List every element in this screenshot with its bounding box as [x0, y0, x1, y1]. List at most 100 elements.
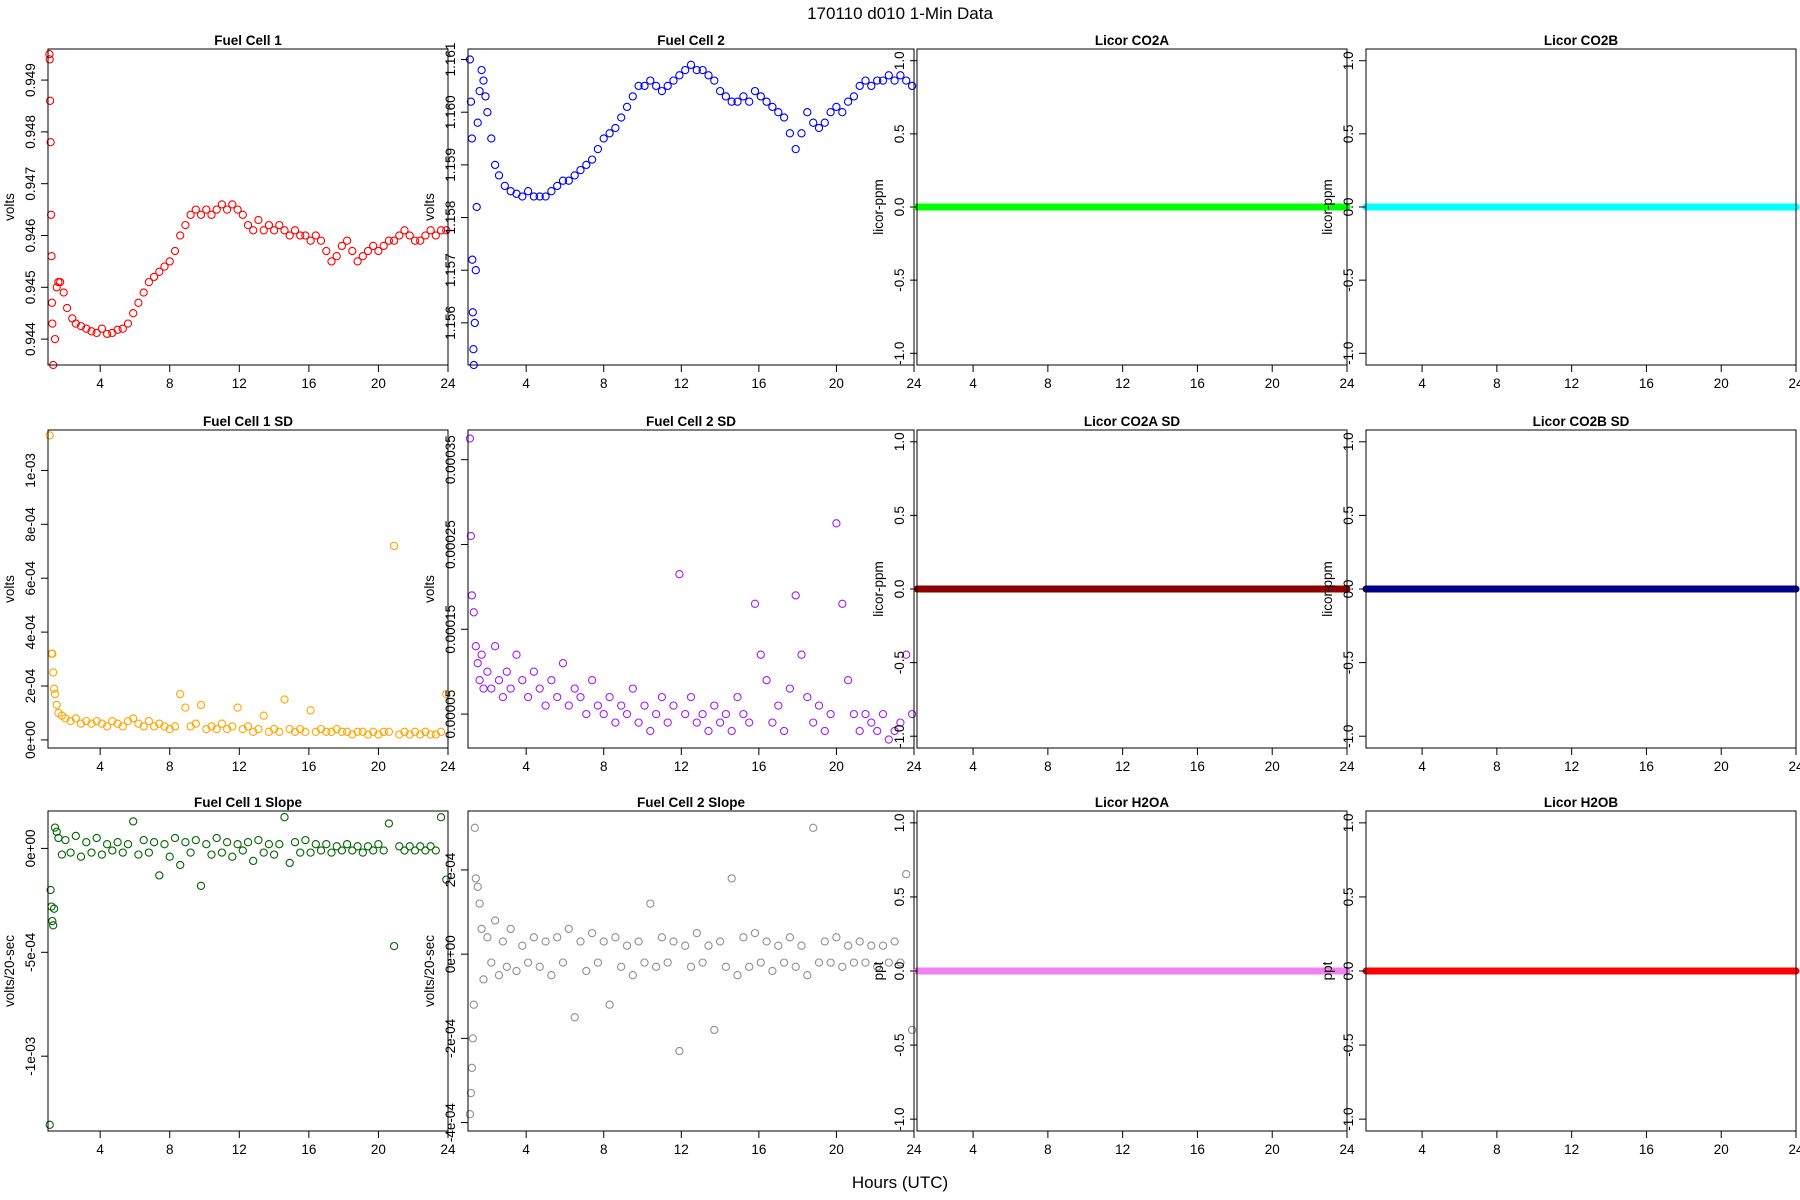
data-point [774, 108, 783, 117]
x-tick-label: 16 [301, 1142, 316, 1157]
data-point [102, 840, 112, 849]
data-point [721, 709, 731, 719]
x-tick-label: 4 [969, 759, 977, 774]
data-point [155, 267, 164, 276]
data-point [296, 724, 305, 734]
data-point [547, 971, 556, 980]
panel-title: Fuel Cell 1 SD [203, 414, 293, 429]
data-point [867, 941, 876, 950]
data-point [155, 871, 164, 880]
data-point [264, 840, 274, 849]
data-point [269, 226, 279, 235]
data-point [405, 730, 414, 739]
data-point [553, 181, 562, 191]
y-tick-label: -4e-04 [443, 1103, 458, 1143]
data-point [669, 937, 678, 946]
data-point [56, 277, 65, 287]
x-tick-label: 20 [829, 759, 844, 774]
panel-fuel-cell-2-sd: Fuel Cell 2 SD4 8 12 16 20 240.000050.000150.… [422, 414, 922, 774]
data-point [207, 210, 216, 219]
data-point [52, 700, 61, 710]
data-point [785, 129, 795, 138]
data-point [587, 928, 597, 938]
data-point [49, 668, 58, 677]
data-point [384, 727, 394, 736]
data-point [651, 709, 661, 719]
data-point [512, 650, 521, 659]
data-point [506, 684, 515, 693]
x-tick-label: 16 [1190, 376, 1205, 391]
data-point [471, 642, 480, 651]
data-point [217, 719, 227, 728]
data-point [337, 727, 347, 736]
data-point [322, 727, 331, 736]
x-tick-label: 24 [906, 376, 922, 391]
data-point [471, 874, 480, 883]
y-tick-label: 2e-04 [443, 852, 458, 887]
data-point [739, 92, 748, 101]
data-point [311, 231, 320, 240]
data-point [465, 1110, 475, 1119]
data-point [212, 205, 221, 214]
data-point [275, 727, 284, 736]
data-point [144, 716, 154, 726]
data-point [475, 86, 484, 96]
data-point [494, 971, 504, 980]
y-tick-label: 0.0 [892, 580, 907, 599]
data-point [259, 711, 268, 720]
data-point [139, 288, 148, 297]
data-point [358, 727, 367, 736]
data-point [46, 138, 55, 147]
data-point [768, 966, 777, 976]
data-point [907, 1025, 917, 1035]
data-point [553, 692, 562, 702]
y-axis: 0e+00 2e-04 4e-04 6e-04 8e-04 1e-03 [23, 453, 48, 759]
data-point [849, 92, 859, 101]
data-point [59, 288, 68, 297]
data-point [233, 703, 242, 712]
data-point [264, 727, 274, 736]
x-tick-label: 24 [1339, 1142, 1355, 1157]
data-point [468, 255, 477, 264]
data-point [721, 962, 731, 971]
data-point [50, 689, 60, 699]
data-point [756, 92, 765, 101]
data-point [669, 76, 678, 85]
y-axis: -4e-04 -2e-04 0e+00 2e-04 [443, 852, 468, 1142]
data-point [867, 81, 876, 91]
data-point [467, 591, 477, 600]
data-point [890, 937, 899, 946]
data-point [523, 187, 533, 196]
data-point [436, 813, 446, 822]
data-point [296, 848, 305, 857]
data-point [907, 81, 917, 91]
y-axis-label: ppt [1320, 961, 1335, 980]
data-point [466, 1088, 476, 1098]
data-point [374, 840, 383, 849]
data-point [855, 726, 864, 736]
data-point [46, 210, 56, 219]
x-axis-label: Hours (UTC) [852, 1173, 948, 1192]
data-point [599, 134, 608, 143]
x-tick-label: 4 [522, 376, 530, 391]
data-point [191, 835, 200, 845]
x-tick-label: 24 [906, 1142, 922, 1157]
data-point [890, 726, 899, 736]
data-point [692, 718, 701, 727]
x-tick-label: 16 [301, 759, 316, 774]
data-point [233, 840, 242, 849]
x-tick-label: 4 [96, 1142, 104, 1157]
data-point [762, 97, 771, 106]
data-point [316, 724, 326, 734]
data-point [494, 171, 504, 180]
data-point [342, 840, 352, 849]
data-point [826, 709, 835, 719]
data-point [628, 971, 637, 980]
data-point [472, 202, 481, 212]
x-tick-label: 24 [1788, 1142, 1800, 1157]
data-point [902, 870, 911, 879]
x-tick-label: 20 [829, 376, 844, 391]
data-point [144, 848, 154, 857]
